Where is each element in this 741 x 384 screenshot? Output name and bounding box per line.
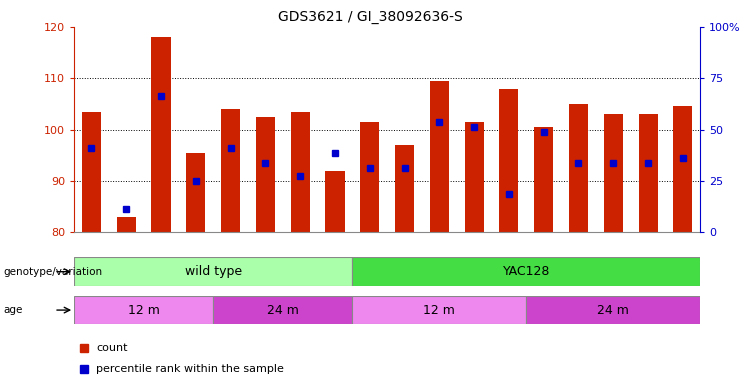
Bar: [604, 114, 623, 232]
Bar: [74, 257, 353, 286]
Bar: [360, 122, 379, 232]
Bar: [256, 117, 275, 232]
Bar: [82, 112, 101, 232]
Text: count: count: [96, 343, 127, 353]
Bar: [569, 104, 588, 232]
Text: wild type: wild type: [185, 265, 242, 278]
Bar: [639, 114, 657, 232]
Text: 24 m: 24 m: [267, 304, 299, 316]
Bar: [213, 296, 353, 324]
Text: YAC128: YAC128: [502, 265, 550, 278]
Bar: [430, 81, 449, 232]
Bar: [151, 37, 170, 232]
Bar: [353, 296, 526, 324]
Bar: [499, 89, 519, 232]
Bar: [395, 145, 414, 232]
Bar: [674, 106, 692, 232]
Text: age: age: [4, 305, 23, 315]
Text: GDS3621 / GI_38092636-S: GDS3621 / GI_38092636-S: [278, 10, 463, 23]
Bar: [290, 112, 310, 232]
Text: percentile rank within the sample: percentile rank within the sample: [96, 364, 284, 374]
Bar: [353, 257, 700, 286]
Bar: [465, 122, 484, 232]
Bar: [74, 296, 213, 324]
Bar: [221, 109, 240, 232]
Text: 24 m: 24 m: [597, 304, 629, 316]
Text: genotype/variation: genotype/variation: [4, 266, 103, 277]
Text: 12 m: 12 m: [423, 304, 455, 316]
Text: 12 m: 12 m: [127, 304, 159, 316]
Bar: [186, 153, 205, 232]
Bar: [526, 296, 700, 324]
Bar: [325, 170, 345, 232]
Bar: [117, 217, 136, 232]
Bar: [534, 127, 554, 232]
